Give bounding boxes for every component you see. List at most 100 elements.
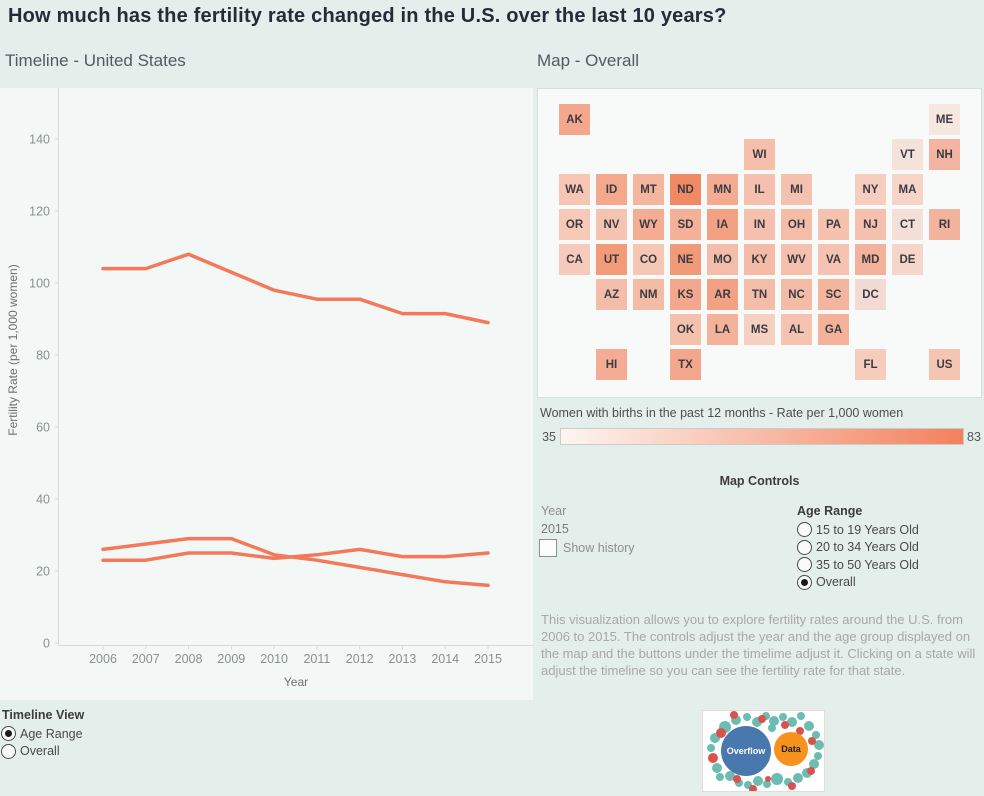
- age-range-option-35-to-50-years-old[interactable]: 35 to 50 Years Old: [797, 556, 919, 574]
- state-tile-me[interactable]: ME: [929, 104, 960, 135]
- state-tile-wy[interactable]: WY: [633, 209, 664, 240]
- state-tile-tn[interactable]: TN: [744, 279, 775, 310]
- age-range-option-overall[interactable]: Overall: [797, 574, 919, 592]
- state-tile-nj[interactable]: NJ: [855, 209, 886, 240]
- logo-bubble: [753, 776, 763, 786]
- timeline-view-group-label: Timeline View: [2, 708, 85, 722]
- state-tile-ut[interactable]: UT: [596, 244, 627, 275]
- y-tick-label: 40: [36, 493, 50, 507]
- state-tile-nh[interactable]: NH: [929, 139, 960, 170]
- logo-bubble: [733, 775, 741, 783]
- state-tile-hi[interactable]: HI: [596, 349, 627, 380]
- state-tile-ga[interactable]: GA: [818, 314, 849, 345]
- timeline-line-35-to-50-years-old[interactable]: [101, 547, 490, 562]
- state-tile-ms[interactable]: MS: [744, 314, 775, 345]
- state-tile-vt[interactable]: VT: [892, 139, 923, 170]
- state-tile-ca[interactable]: CA: [559, 244, 590, 275]
- state-tile-sc[interactable]: SC: [818, 279, 849, 310]
- state-tile-md[interactable]: MD: [855, 244, 886, 275]
- state-tile-mo[interactable]: MO: [707, 244, 738, 275]
- show-history-checkbox[interactable]: [539, 539, 557, 557]
- state-tile-sd[interactable]: SD: [670, 209, 701, 240]
- state-tile-il[interactable]: IL: [744, 174, 775, 205]
- state-tile-nv[interactable]: NV: [596, 209, 627, 240]
- show-history-control: Show history: [539, 539, 635, 557]
- state-tile-az[interactable]: AZ: [596, 279, 627, 310]
- timeline-line-15-to-19-years-old[interactable]: [101, 536, 490, 588]
- state-tile-la[interactable]: LA: [707, 314, 738, 345]
- state-tile-ky[interactable]: KY: [744, 244, 775, 275]
- state-tile-ne[interactable]: NE: [670, 244, 701, 275]
- state-tile-dc[interactable]: DC: [855, 279, 886, 310]
- age-range-radio-button[interactable]: [797, 539, 812, 555]
- state-tile-wv[interactable]: WV: [781, 244, 812, 275]
- logo-bubble: [793, 773, 803, 783]
- logo-bubble: [787, 717, 797, 727]
- x-tick-label: 2014: [431, 652, 459, 666]
- state-tile-id[interactable]: ID: [596, 174, 627, 205]
- state-tile-ok[interactable]: OK: [670, 314, 701, 345]
- timeline-chart[interactable]: 0 20 40 60 80 100 120 140 2006 2007 2008 2009 2010 20…: [0, 88, 533, 700]
- timeline-view-radio-button[interactable]: [1, 726, 16, 742]
- timeline-view-option-overall[interactable]: Overall: [1, 743, 83, 761]
- x-tick-label: 2006: [89, 652, 117, 666]
- state-tile-va[interactable]: VA: [818, 244, 849, 275]
- state-tile-co[interactable]: CO: [633, 244, 664, 275]
- state-tile-mn[interactable]: MN: [707, 174, 738, 205]
- timeline-line-20-to-34-years-old[interactable]: [101, 252, 490, 325]
- state-tile-ak[interactable]: AK: [559, 104, 590, 135]
- state-tile-wa[interactable]: WA: [559, 174, 590, 205]
- state-tile-ct[interactable]: CT: [892, 209, 923, 240]
- age-range-radio-button[interactable]: [797, 522, 812, 538]
- state-tile-wi[interactable]: WI: [744, 139, 775, 170]
- logo-bubble: [768, 724, 776, 732]
- timeline-view-radio-label: Overall: [20, 744, 60, 759]
- state-tile-al[interactable]: AL: [781, 314, 812, 345]
- state-tile-ma[interactable]: MA: [892, 174, 923, 205]
- state-tile-tx[interactable]: TX: [670, 349, 701, 380]
- logo-bubble: [771, 773, 783, 785]
- page-title: How much has the fertility rate changed …: [8, 5, 727, 27]
- y-tick-label: 60: [36, 421, 50, 435]
- logo-bubble: [808, 737, 816, 745]
- state-tile-nm[interactable]: NM: [633, 279, 664, 310]
- state-tile-ks[interactable]: KS: [670, 279, 701, 310]
- state-tile-in[interactable]: IN: [744, 209, 775, 240]
- state-tile-nd[interactable]: ND: [670, 174, 701, 205]
- state-tile-ri[interactable]: RI: [929, 209, 960, 240]
- state-tile-de[interactable]: DE: [892, 244, 923, 275]
- state-tile-mt[interactable]: MT: [633, 174, 664, 205]
- timeline-view-radio-button[interactable]: [1, 743, 16, 759]
- state-tile-ia[interactable]: IA: [707, 209, 738, 240]
- y-axis-title: Fertility Rate (per 1,000 women): [6, 264, 20, 435]
- x-tick-label: 2013: [389, 652, 417, 666]
- logo-bubble: [796, 727, 804, 735]
- state-tile-map: AK ME WI VT NH WA ID MT ND MN IL MI NY MA OR NV WY SD IA IN…: [537, 88, 982, 398]
- year-parameter-value: 2015: [541, 522, 569, 536]
- logo-bubble: [712, 763, 722, 773]
- logo-bubble: [708, 753, 718, 763]
- age-range-radio-button[interactable]: [797, 557, 812, 573]
- x-tick-label: 2011: [303, 652, 330, 666]
- state-tile-fl[interactable]: FL: [855, 349, 886, 380]
- state-tile-pa[interactable]: PA: [818, 209, 849, 240]
- state-tile-ar[interactable]: AR: [707, 279, 738, 310]
- state-tile-ny[interactable]: NY: [855, 174, 886, 205]
- state-tile-oh[interactable]: OH: [781, 209, 812, 240]
- y-tick-label: 0: [43, 637, 50, 651]
- y-tick-label: 80: [36, 349, 50, 363]
- logo-bubble: [788, 782, 796, 790]
- timeline-view-option-age-range[interactable]: Age Range: [1, 725, 83, 743]
- state-tile-or[interactable]: OR: [559, 209, 590, 240]
- age-range-option-20-to-34-years-old[interactable]: 20 to 34 Years Old: [797, 539, 919, 557]
- state-tile-nc[interactable]: NC: [781, 279, 812, 310]
- state-tile-us[interactable]: US: [929, 349, 960, 380]
- logo-secondary-text: Data: [781, 744, 802, 754]
- age-range-radio-button[interactable]: [797, 574, 812, 590]
- timeline-chart-panel: 0 20 40 60 80 100 120 140 2006 2007 2008 2009 2010 20…: [0, 88, 533, 700]
- state-tile-mi[interactable]: MI: [781, 174, 812, 205]
- y-tick-label: 120: [29, 205, 50, 219]
- x-axis-title: Year: [284, 675, 308, 689]
- age-range-option-15-to-19-years-old[interactable]: 15 to 19 Years Old: [797, 521, 919, 539]
